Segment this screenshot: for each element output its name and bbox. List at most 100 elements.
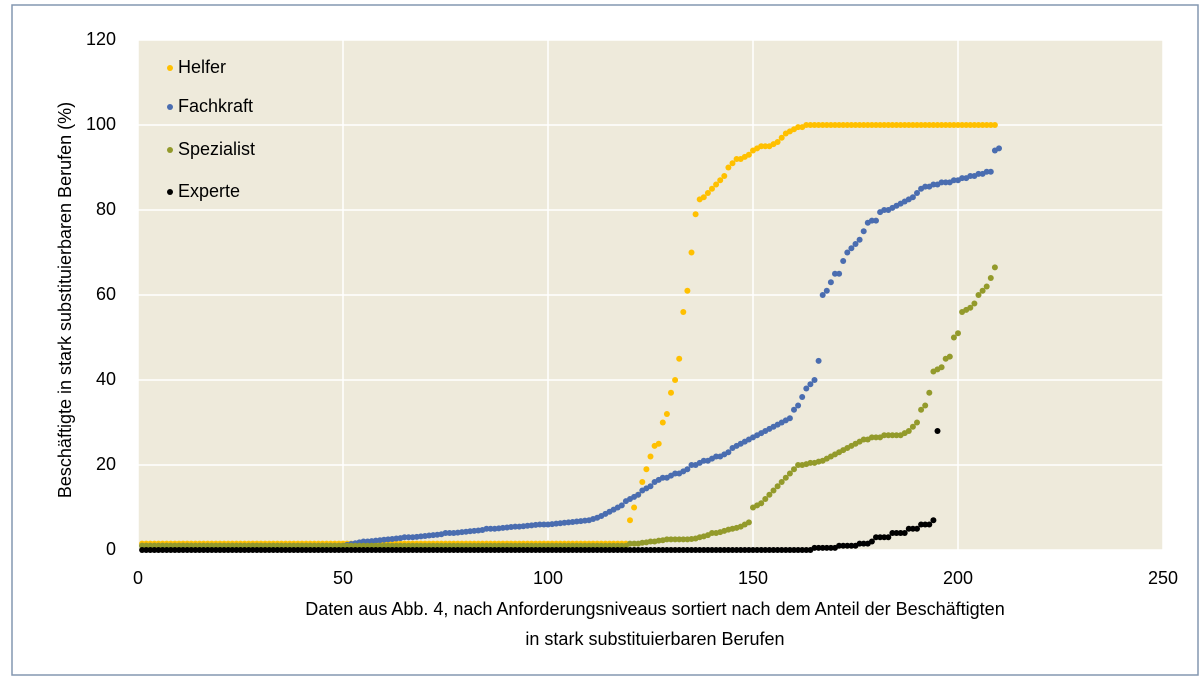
data-point (909, 194, 916, 201)
data-point (860, 436, 867, 443)
data-point (520, 547, 527, 553)
data-point (417, 542, 424, 549)
legend-marker (167, 189, 173, 195)
data-point (143, 547, 150, 553)
data-point (143, 542, 150, 549)
data-point (942, 122, 949, 128)
data-point (463, 542, 469, 549)
data-point (598, 542, 605, 549)
data-point (352, 542, 359, 549)
data-point (212, 542, 219, 549)
data-point (188, 542, 195, 549)
data-point (426, 547, 433, 553)
data-point (426, 542, 433, 549)
data-point (889, 122, 896, 128)
data-point (688, 547, 695, 553)
data-point (914, 190, 920, 196)
data-point (791, 406, 797, 413)
data-point (758, 500, 765, 507)
data-point (258, 547, 264, 553)
data-point (852, 122, 859, 128)
data-point (807, 122, 814, 128)
data-point (180, 542, 187, 549)
data-point (647, 483, 654, 490)
legend-label: Experte (178, 181, 240, 201)
data-point (655, 547, 662, 553)
data-point (381, 547, 387, 553)
data-point (717, 547, 724, 553)
data-point (745, 519, 752, 526)
data-point (253, 547, 260, 553)
data-point (561, 542, 568, 549)
data-point (196, 542, 203, 549)
data-point (647, 547, 654, 553)
data-point (713, 181, 720, 188)
data-point (204, 542, 211, 549)
data-point (795, 547, 802, 553)
data-point (458, 547, 465, 553)
data-point (815, 122, 822, 128)
data-point (987, 122, 994, 128)
data-point (241, 547, 248, 553)
data-point (315, 547, 322, 553)
data-point (848, 245, 855, 252)
data-point (873, 434, 879, 441)
data-point (274, 542, 281, 549)
data-point (762, 547, 769, 553)
data-point (409, 542, 416, 549)
data-point (266, 542, 273, 549)
data-point (897, 122, 904, 128)
data-point (245, 542, 252, 549)
data-point (848, 122, 855, 128)
data-point (922, 521, 929, 528)
data-point (262, 547, 269, 553)
data-point (446, 547, 453, 553)
data-point (540, 542, 547, 549)
data-point (815, 544, 822, 551)
data-point (844, 249, 851, 256)
data-point (262, 542, 269, 549)
data-point (282, 547, 289, 553)
data-point (823, 122, 830, 128)
data-point (147, 542, 154, 549)
data-point (672, 547, 679, 553)
data-point (163, 547, 170, 553)
data-point (627, 547, 633, 553)
data-point (733, 156, 740, 162)
data-point (930, 517, 937, 524)
data-point (791, 466, 797, 473)
data-point (413, 542, 420, 549)
data-point (860, 228, 867, 235)
data-point (245, 547, 252, 553)
data-point (397, 547, 404, 553)
data-point (688, 462, 695, 468)
data-point (467, 542, 474, 549)
data-point (971, 122, 978, 128)
data-point (901, 530, 908, 536)
data-point (762, 496, 769, 502)
data-point (442, 530, 449, 536)
data-point (389, 547, 396, 553)
data-point (233, 547, 240, 553)
legend-label: Fachkraft (178, 96, 253, 116)
data-point (368, 542, 375, 549)
data-point (627, 540, 633, 547)
y-tick-label: 80 (96, 199, 116, 219)
data-point (926, 389, 933, 396)
data-point (274, 547, 281, 553)
data-point (950, 334, 957, 341)
y-tick-label: 60 (96, 284, 116, 304)
data-point (171, 547, 178, 553)
data-point (975, 170, 982, 177)
data-point (225, 547, 232, 553)
data-point (278, 542, 285, 549)
data-point (996, 145, 1002, 152)
data-point (631, 547, 638, 553)
data-point (499, 542, 506, 549)
data-point (946, 122, 953, 128)
data-point (922, 402, 929, 409)
data-point (553, 542, 560, 549)
data-point (430, 547, 437, 553)
x-axis-label: Daten aus Abb. 4, nach Anforderungsnivea… (305, 599, 1004, 619)
